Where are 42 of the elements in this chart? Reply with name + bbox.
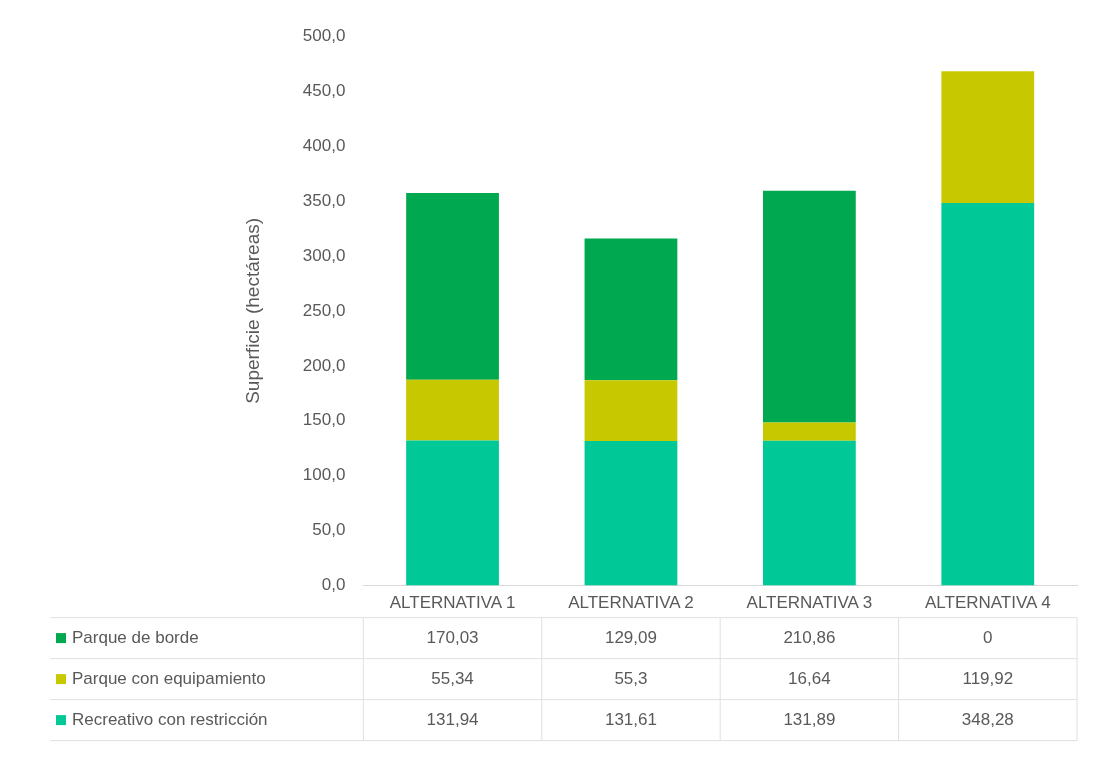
legend-label: Recreativo con restricción (72, 709, 268, 729)
y-tick-label: 150,0 (302, 410, 346, 430)
data-label: 210,86 (783, 627, 836, 647)
bar (941, 71, 1035, 203)
y-tick-label: 200,0 (302, 355, 346, 375)
y-tick-label: 500,0 (302, 25, 346, 45)
y-tick-label: 450,0 (302, 80, 346, 100)
y-axis-title: Superficie (hectáreas) (241, 217, 263, 404)
bar (584, 380, 678, 441)
data-label: 131,61 (604, 709, 657, 729)
data-label: 16,64 (788, 668, 831, 688)
y-tick-label: 250,0 (302, 300, 346, 320)
y-tick-label: 100,0 (302, 465, 346, 485)
bar (584, 238, 678, 381)
bar (762, 190, 856, 423)
data-label: 348,28 (961, 709, 1014, 729)
bar (584, 440, 678, 586)
x-tick-label: ALTERNATIVA 1 (389, 593, 516, 613)
bar (762, 422, 856, 441)
data-label: 55,3 (614, 668, 648, 688)
data-label: 129,09 (604, 627, 657, 647)
legend-label: Parque con equipamiento (72, 668, 266, 688)
bar (406, 379, 499, 441)
bar (762, 440, 856, 586)
data-label: 0 (983, 627, 993, 647)
y-tick-label: 50,0 (312, 520, 346, 540)
data-label: 170,03 (426, 627, 479, 647)
x-tick-label: ALTERNATIVA 2 (568, 593, 694, 613)
bar (406, 192, 499, 380)
y-tick-label: 300,0 (302, 245, 346, 265)
bar (941, 202, 1035, 586)
y-tick-label: 350,0 (302, 190, 346, 210)
bar (406, 440, 499, 586)
data-label: 55,34 (431, 668, 474, 688)
data-label: 119,92 (962, 668, 1014, 688)
x-tick-label: ALTERNATIVA 3 (746, 593, 873, 613)
data-label: 131,94 (426, 709, 479, 729)
x-tick-label: ALTERNATIVA 4 (924, 593, 1051, 613)
y-tick-label: 400,0 (302, 135, 346, 155)
legend-label: Parque de borde (72, 627, 199, 647)
y-tick-label: 0,0 (321, 575, 346, 595)
data-label: 131,89 (783, 709, 836, 729)
